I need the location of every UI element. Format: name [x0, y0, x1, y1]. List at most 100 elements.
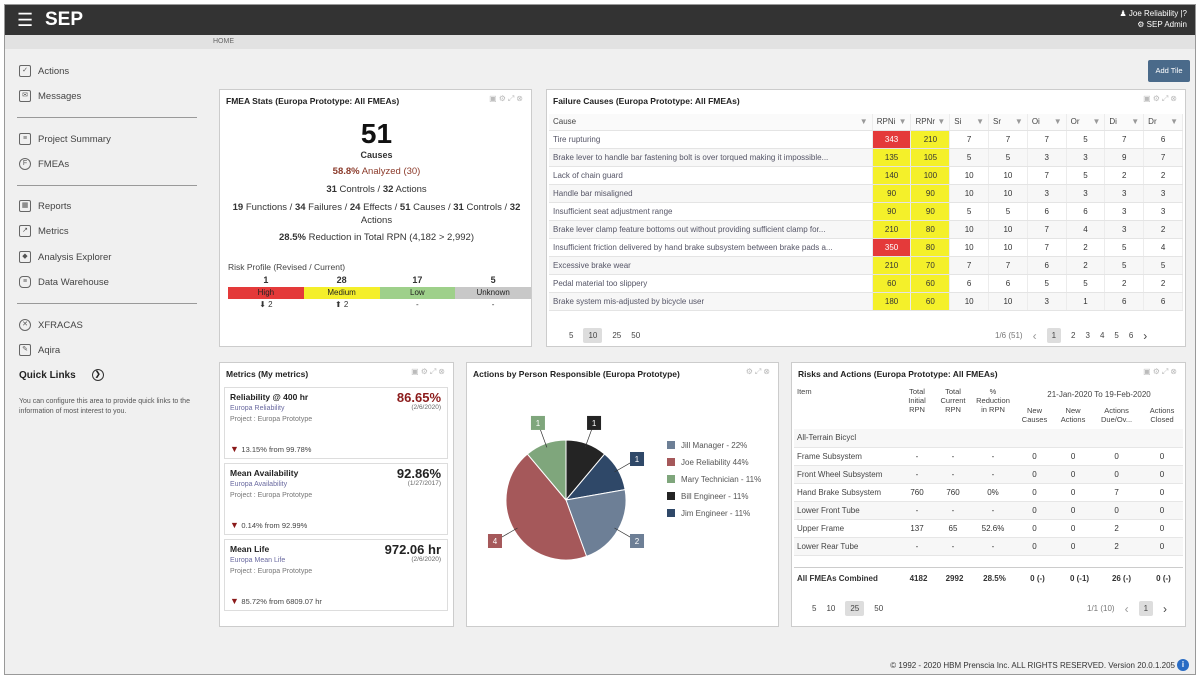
cause-cell[interactable]: Excessive brake wear	[549, 256, 873, 275]
filter-icon[interactable]: ▼	[937, 117, 946, 127]
col-di[interactable]: Di ▼	[1104, 114, 1145, 131]
col-dr[interactable]: Dr ▼	[1143, 114, 1183, 131]
sidebar-item-reports[interactable]: ▦ Reports	[19, 200, 71, 212]
item-cell[interactable]: Hand Brake Subsystem	[794, 483, 899, 502]
filter-icon[interactable]: ▼	[898, 117, 907, 127]
col-cause[interactable]: Cause ▼	[549, 114, 873, 131]
col-oi[interactable]: Oi ▼	[1027, 114, 1067, 131]
col-rpnr[interactable]: RPNr ▼	[910, 114, 951, 131]
pagination[interactable]: 1/6 (51) ‹ 1 2 3 4 5 6 ›	[995, 328, 1157, 343]
page-number[interactable]: 4	[1099, 331, 1105, 340]
sidebar-item-aqira[interactable]: ✎ Aqira	[19, 344, 60, 356]
legend-item[interactable]: Bill Engineer - 11%	[667, 488, 761, 505]
page-number[interactable]: 3	[1085, 331, 1090, 340]
user-menu[interactable]: ♟ Joe Reliability |? ⚙ SEP Admin	[1119, 8, 1187, 30]
metric-card[interactable]: Mean Life Europa Mean Life Project : Europ…	[224, 539, 448, 611]
table-row[interactable]: Upper Frame 137 65 52.6% 0 0 2 0	[794, 519, 1183, 538]
cause-cell[interactable]: Tire rupturing	[549, 130, 873, 149]
sidebar-item-fmeas[interactable]: F FMEAs	[19, 158, 69, 170]
cause-cell[interactable]: Lack of chain guard	[549, 166, 873, 185]
filter-icon[interactable]: ▼	[1170, 117, 1178, 127]
table-row[interactable]: Lack of chain guard 140 100 10 10 7 5 2 2	[549, 166, 1183, 185]
sidebar-item-metrics[interactable]: ↗ Metrics	[19, 225, 69, 237]
add-tile-button[interactable]: Add Tile	[1148, 60, 1190, 82]
table-row[interactable]: Handle bar misaligned 90 90 10 10 3 3 3 3	[549, 184, 1183, 203]
page-size-option[interactable]: 50	[631, 331, 641, 340]
filter-icon[interactable]: ▼	[1131, 117, 1140, 127]
cause-cell[interactable]: Brake system mis-adjusted by bicycle use…	[549, 292, 873, 311]
panel-tools[interactable]: ▣⚙⤢⊗	[411, 367, 447, 377]
filter-icon[interactable]: ▼	[1092, 117, 1101, 127]
table-row[interactable]: Lower Front Tube - - -0 0 0 0	[794, 501, 1183, 520]
item-cell[interactable]: Lower Front Tube	[794, 501, 899, 520]
page-number[interactable]: 2	[1071, 331, 1076, 340]
page-size-option[interactable]: 10	[826, 604, 836, 613]
chevron-right-icon[interactable]: ›	[1143, 328, 1148, 343]
sidebar-item-messages[interactable]: ✉ Messages	[19, 90, 81, 102]
pagination[interactable]: 1/1 (10) ‹ 1 ›	[1087, 601, 1177, 616]
metric-card[interactable]: Mean Availability Europa Availability Proj…	[224, 463, 448, 535]
page-size-option[interactable]: 5	[812, 604, 817, 613]
cause-cell[interactable]: Pedal material too slippery	[549, 274, 873, 293]
table-row[interactable]: Pedal material too slippery 60 60 6 6 5 5 2 2	[549, 274, 1183, 293]
table-row[interactable]: Brake lever to handle bar fastening bolt…	[549, 148, 1183, 167]
legend-item[interactable]: Jill Manager - 22%	[667, 437, 761, 454]
legend-item[interactable]: Joe Reliability 44%	[667, 454, 761, 471]
panel-tools[interactable]: ▣⚙⤢⊗	[1143, 94, 1179, 104]
user-name[interactable]: Joe Reliability	[1128, 9, 1179, 18]
cause-cell[interactable]: Insufficient friction delivered by hand …	[549, 238, 873, 257]
page-size-option[interactable]: 5	[569, 331, 574, 340]
table-row[interactable]: Hand Brake Subsystem 760 760 0% 0 0 7 0	[794, 483, 1183, 502]
table-row[interactable]: Tire rupturing 343 210 7 7 7 5 7 6	[549, 130, 1183, 149]
item-cell[interactable]: Lower Rear Tube	[794, 537, 899, 556]
legend-item[interactable]: Jim Engineer - 11%	[667, 505, 761, 522]
panel-tools[interactable]: ▣⚙⤢⊗	[489, 94, 525, 104]
page-number[interactable]: 5	[1114, 331, 1119, 340]
page-size-selector[interactable]: 5 10 25 50	[812, 601, 893, 616]
page-size-option[interactable]: 50	[874, 604, 884, 613]
cause-cell[interactable]: Brake lever clamp feature bottoms out wi…	[549, 220, 873, 239]
item-cell[interactable]: All-Terrain Bicycl	[794, 429, 899, 448]
table-row[interactable]: Excessive brake wear 210 70 7 7 6 2 5 5	[549, 256, 1183, 275]
sidebar-item-project-summary[interactable]: ≡ Project Summary	[19, 133, 111, 145]
table-row[interactable]: Frame Subsystem - - -0 0 0 0	[794, 447, 1183, 466]
table-row[interactable]: Lower Rear Tube - - -0 0 2 0	[794, 537, 1183, 556]
page-number[interactable]: 6	[1128, 331, 1134, 340]
cause-cell[interactable]: Brake lever to handle bar fastening bolt…	[549, 148, 873, 167]
table-row[interactable]: Insufficient seat adjustment range 90 90 5 5…	[549, 202, 1183, 221]
chevron-right-icon[interactable]: ›	[1163, 601, 1168, 616]
page-size-option[interactable]: 25	[845, 601, 865, 616]
sidebar-item-data-warehouse[interactable]: ≡ Data Warehouse	[19, 276, 109, 288]
hamburger-icon[interactable]: ☰	[17, 10, 34, 30]
help-icon[interactable]: ?	[1182, 9, 1187, 18]
legend-item[interactable]: Mary Technician - 11%	[667, 471, 761, 488]
item-cell[interactable]: Frame Subsystem	[794, 447, 899, 466]
table-row[interactable]: Brake system mis-adjusted by bicycle use…	[549, 292, 1183, 311]
table-row[interactable]: All-Terrain Bicycl	[794, 429, 1183, 448]
item-cell[interactable]: Upper Frame	[794, 519, 899, 538]
table-row[interactable]: Brake lever clamp feature bottoms out wi…	[549, 220, 1183, 239]
sidebar-item-xfracas[interactable]: ✕ XFRACAS	[19, 319, 83, 331]
filter-icon[interactable]: ▼	[976, 117, 985, 127]
table-row[interactable]: Front Wheel Subsystem - - -0 0 0 0	[794, 465, 1183, 484]
panel-tools[interactable]: ▣⚙⤢⊗	[1143, 367, 1179, 377]
panel-tools[interactable]: ⚙⤢⊗	[746, 367, 772, 377]
filter-icon[interactable]: ▼	[1014, 117, 1023, 127]
table-row[interactable]: Insufficient friction delivered by hand …	[549, 238, 1183, 257]
cause-cell[interactable]: Handle bar misaligned	[549, 184, 873, 203]
chevron-left-icon[interactable]: ‹	[1032, 328, 1037, 343]
filter-icon[interactable]: ▼	[859, 117, 868, 127]
page-size-option[interactable]: 10	[583, 328, 603, 343]
page-number[interactable]: 1	[1138, 601, 1154, 616]
chevron-right-icon[interactable]: ❯	[91, 369, 104, 381]
metric-card[interactable]: Reliability @ 400 hr Europa Reliability Pr…	[224, 387, 448, 459]
sidebar-item-actions[interactable]: ✓ Actions	[19, 65, 69, 77]
info-icon[interactable]: i	[1177, 659, 1189, 671]
filter-icon[interactable]: ▼	[1053, 117, 1062, 127]
chevron-left-icon[interactable]: ‹	[1124, 601, 1129, 616]
page-number[interactable]: 1	[1046, 328, 1062, 343]
col-rpni[interactable]: RPNi ▼	[872, 114, 912, 131]
page-size-selector[interactable]: 5 10 25 50	[569, 328, 650, 343]
col-sr[interactable]: Sr ▼	[988, 114, 1028, 131]
col-si[interactable]: Si ▼	[949, 114, 990, 131]
